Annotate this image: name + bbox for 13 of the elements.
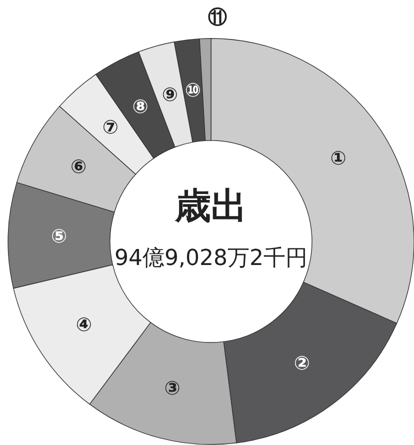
slice-label: ⑥ [70, 156, 87, 178]
slice-label: ⑨ [162, 84, 178, 106]
slice-label: ④ [76, 314, 92, 336]
slice-label: ⑩ [184, 80, 201, 102]
slice-label: ⑦ [102, 116, 119, 138]
text: 94億9,028万2千円 [114, 246, 308, 271]
slice-label: ② [294, 352, 310, 374]
slice-label: ⑧ [132, 96, 148, 118]
slice-label: ③ [164, 377, 180, 400]
text: 歳出 [174, 186, 247, 227]
slice-label: ⑪ [208, 6, 227, 29]
slice-label: ① [330, 147, 346, 170]
slice-label: ⑤ [51, 226, 68, 248]
